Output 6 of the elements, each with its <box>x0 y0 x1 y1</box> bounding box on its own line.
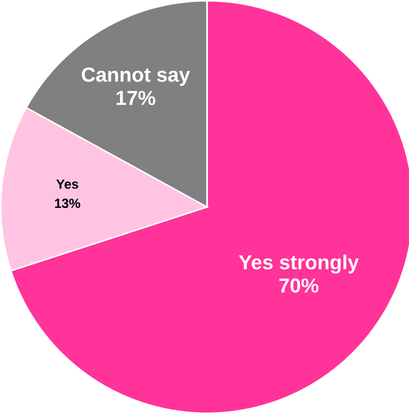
slice-label: Yes strongly <box>238 254 359 274</box>
data-label: 17% <box>116 90 156 106</box>
slice-label: Yes <box>56 180 78 189</box>
data-label: 70% <box>279 278 318 293</box>
slice-label: Cannot say <box>82 68 190 86</box>
data-label: 13% <box>54 198 80 208</box>
